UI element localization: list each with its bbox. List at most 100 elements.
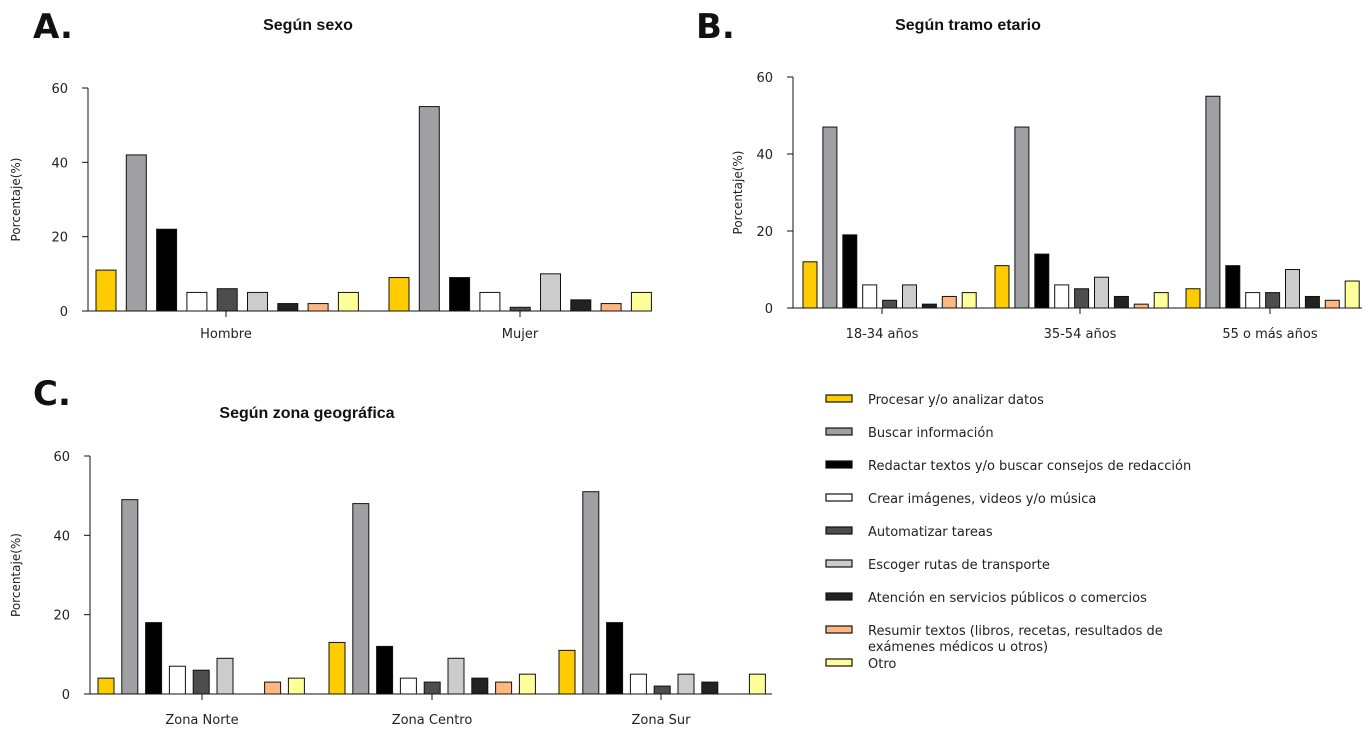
bar (216, 288, 238, 312)
x-category-label: 35-54 años (1044, 327, 1117, 342)
chart-panel-1: B. Según tramo etario Porcentaje(%) 0 20 40 60… (696, 7, 1362, 342)
y-tick-label: 60 (51, 82, 68, 97)
bar (97, 677, 115, 695)
bar (1245, 292, 1261, 309)
bar (842, 234, 858, 309)
x-category-label: 18-34 años (846, 327, 919, 342)
y-axis-label: Porcentaje(%) (731, 151, 745, 235)
x-category-label: Zona Sur (631, 713, 691, 728)
bar (1324, 299, 1340, 309)
legend-label: Crear imágenes, videos y/o música (868, 492, 1096, 507)
bar (941, 295, 957, 309)
bar (570, 299, 592, 312)
bar (264, 681, 282, 695)
bar (653, 685, 671, 695)
y-tick-label: 20 (53, 609, 70, 624)
legend-label: Buscar información (868, 426, 994, 441)
legend-label: Otro (868, 657, 896, 672)
panel-letter: B. (696, 7, 735, 47)
bar (600, 303, 622, 312)
bar (802, 261, 818, 309)
bar (921, 303, 937, 309)
legend-label: Resumir textos (libros, recetas, resulta… (868, 624, 1163, 639)
bar (1265, 292, 1281, 309)
x-category-label: Zona Centro (392, 713, 473, 728)
bar (1054, 284, 1070, 309)
y-tick-label: 60 (756, 71, 773, 86)
bar (156, 228, 178, 312)
legend-swatch (825, 493, 853, 502)
y-axis-label: Porcentaje(%) (9, 158, 23, 242)
bar (1185, 288, 1201, 309)
bar (1034, 253, 1050, 309)
legend-swatch (825, 394, 853, 403)
bar (862, 284, 878, 309)
legend-label: Redactar textos y/o buscar consejos de r… (868, 459, 1191, 474)
y-tick-label: 60 (53, 450, 70, 465)
chart-title: Según tramo etario (895, 17, 1041, 34)
legend: Procesar y/o analizar datos Buscar inform… (825, 393, 1191, 672)
bar (495, 681, 513, 695)
bar (882, 299, 898, 309)
bar (418, 106, 440, 312)
legend-label: Procesar y/o analizar datos (868, 393, 1044, 408)
bar (1094, 276, 1109, 309)
bar (337, 291, 359, 312)
x-category-label: Mujer (502, 327, 539, 342)
legend-swatch (825, 658, 853, 667)
y-tick-label: 0 (62, 688, 70, 703)
y-tick-label: 40 (51, 156, 68, 171)
bar (287, 677, 305, 695)
bar (1285, 269, 1300, 309)
bar (629, 673, 647, 695)
bar (479, 291, 501, 312)
x-category-label: 55 o más años (1222, 327, 1317, 342)
bar (1225, 265, 1241, 309)
legend-label: Automatizar tareas (868, 525, 993, 540)
bar (606, 622, 624, 695)
chart-panel-0: A. Según sexo Porcentaje(%) 0 20 40 60 Hombre Mu… (9, 7, 652, 342)
bar (192, 669, 210, 695)
bar (1153, 292, 1169, 309)
panel-letter: A. (33, 7, 73, 47)
bar (1205, 95, 1221, 309)
bar (186, 291, 208, 312)
bar (328, 641, 346, 695)
bar (518, 673, 536, 695)
legend-swatch (825, 427, 853, 436)
bar (748, 673, 766, 695)
bar (994, 265, 1010, 309)
bar (1344, 280, 1360, 309)
bar (121, 499, 139, 695)
bar (125, 154, 147, 312)
bar (822, 126, 838, 309)
bar (168, 665, 186, 695)
bar (677, 673, 695, 695)
legend-label: Escoger rutas de transporte (868, 558, 1050, 573)
bar (449, 277, 471, 312)
bar (216, 657, 234, 695)
bar (540, 273, 561, 312)
bar (1074, 288, 1090, 309)
bar (376, 645, 394, 695)
bar (1014, 126, 1030, 309)
bar (701, 681, 719, 695)
bar (1304, 295, 1320, 309)
bar (1133, 303, 1149, 309)
y-tick-label: 0 (60, 305, 68, 320)
legend-swatch (825, 625, 853, 634)
bar (630, 291, 652, 312)
bar (307, 303, 329, 312)
bar (247, 291, 268, 312)
bar (447, 657, 465, 695)
legend-swatch (825, 460, 853, 469)
bar (1113, 295, 1129, 309)
x-category-label: Hombre (200, 327, 252, 342)
y-tick-label: 40 (756, 148, 773, 163)
bar (509, 306, 531, 312)
legend-swatch (825, 559, 853, 568)
bar (582, 491, 600, 695)
bar (902, 284, 917, 309)
bar (399, 677, 417, 695)
